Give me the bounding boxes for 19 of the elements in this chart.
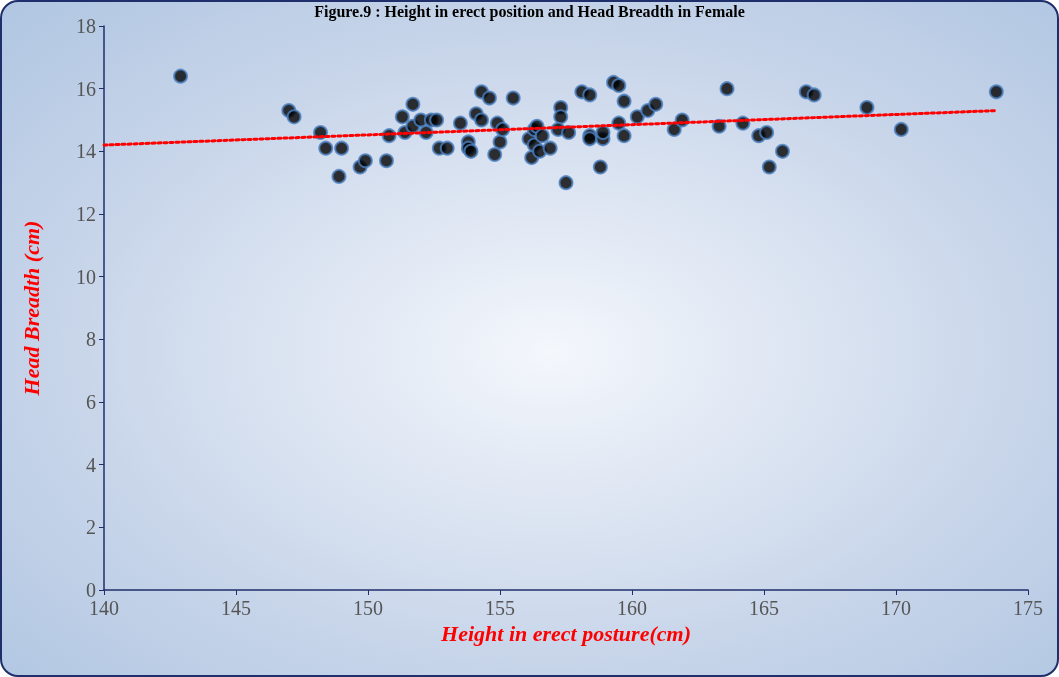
y-tick-label: 8 (86, 328, 96, 351)
x-tick-label: 175 (1013, 597, 1043, 619)
y-axis-title: Head Breadth (cm) (18, 220, 44, 397)
x-tick-label: 165 (749, 597, 779, 619)
x-tick-label: 145 (221, 597, 251, 619)
y-tick-label: 10 (76, 265, 96, 288)
y-tick-label: 18 (76, 15, 96, 37)
x-tick-label: 150 (353, 597, 383, 619)
y-tick-label: 2 (86, 516, 96, 539)
chart-title: Figure.9 : Height in erect position and Head Breadth in Female (314, 2, 745, 21)
x-tick-label: 155 (485, 597, 515, 619)
y-tick-label: 6 (86, 391, 96, 413)
y-tick-label: 4 (86, 453, 96, 476)
x-tick-label: 170 (881, 597, 911, 619)
y-tick-label: 16 (76, 77, 96, 100)
x-axis-title: Height in erect posture(cm) (440, 621, 691, 647)
y-tick-label: 14 (76, 140, 96, 163)
x-tick-label: 160 (617, 597, 647, 619)
y-tick-label: 12 (76, 203, 96, 225)
